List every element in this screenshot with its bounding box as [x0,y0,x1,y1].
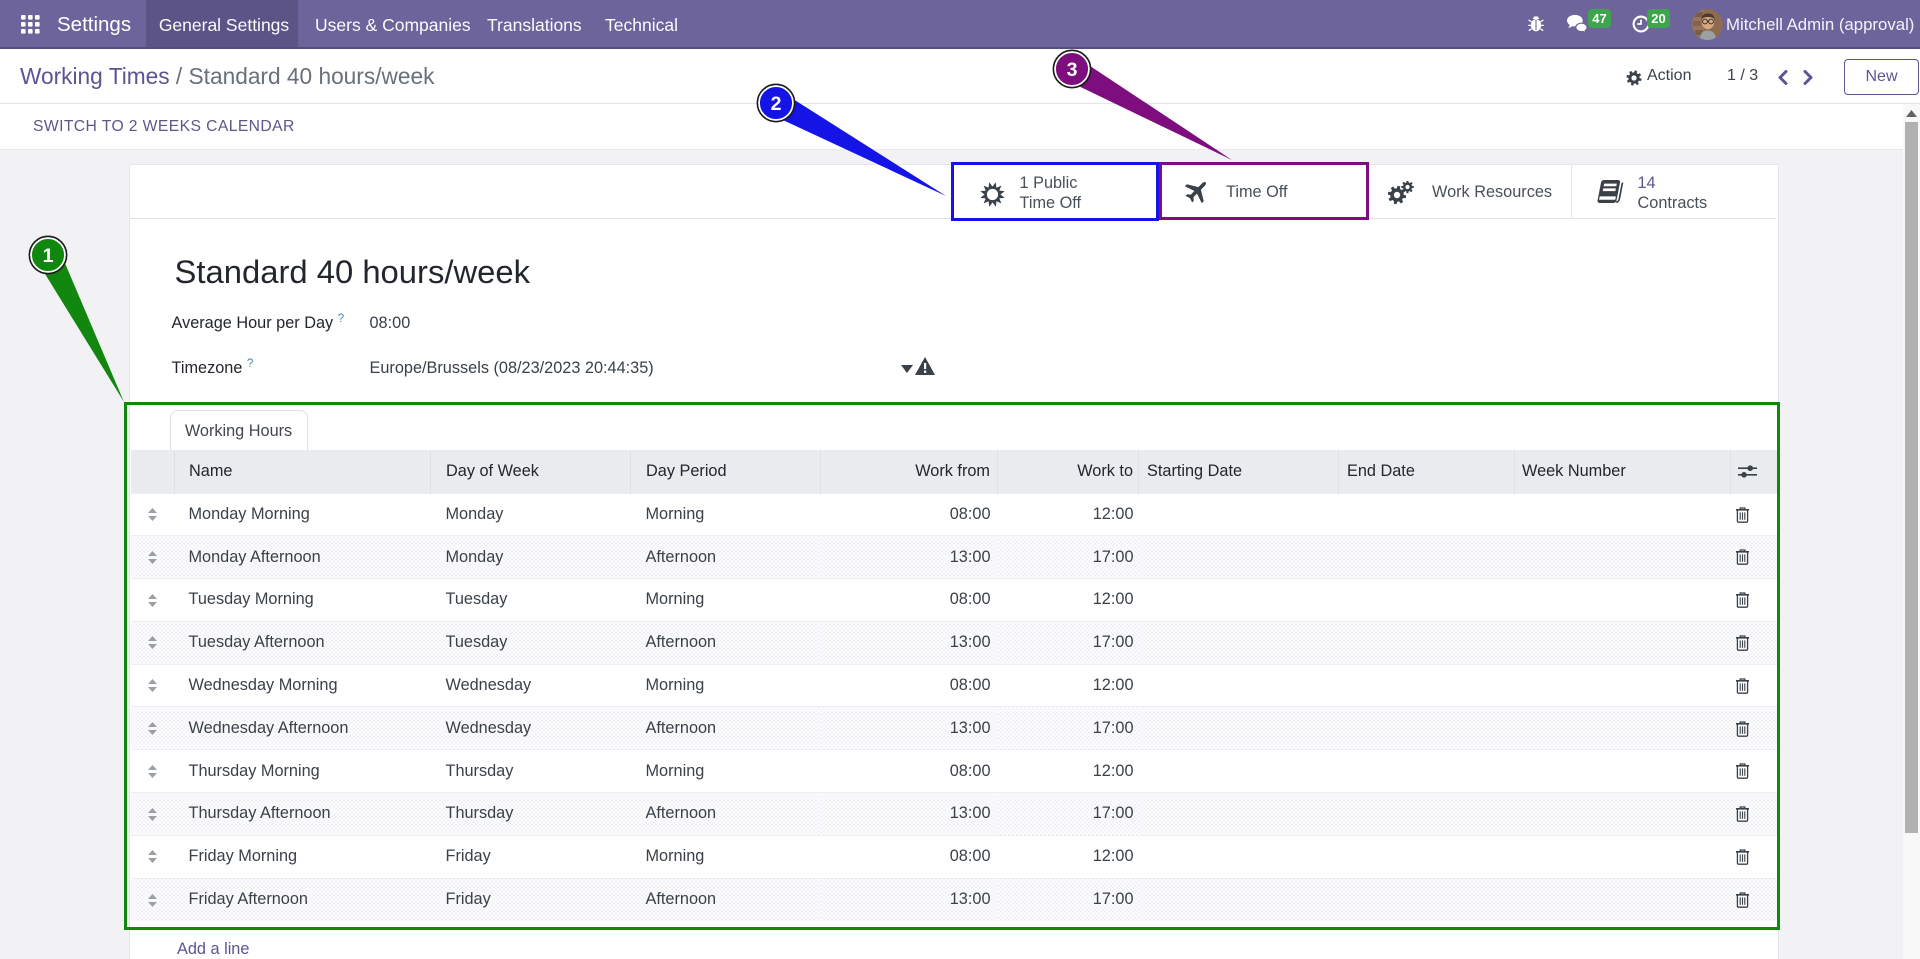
svg-text:1: 1 [43,245,54,267]
